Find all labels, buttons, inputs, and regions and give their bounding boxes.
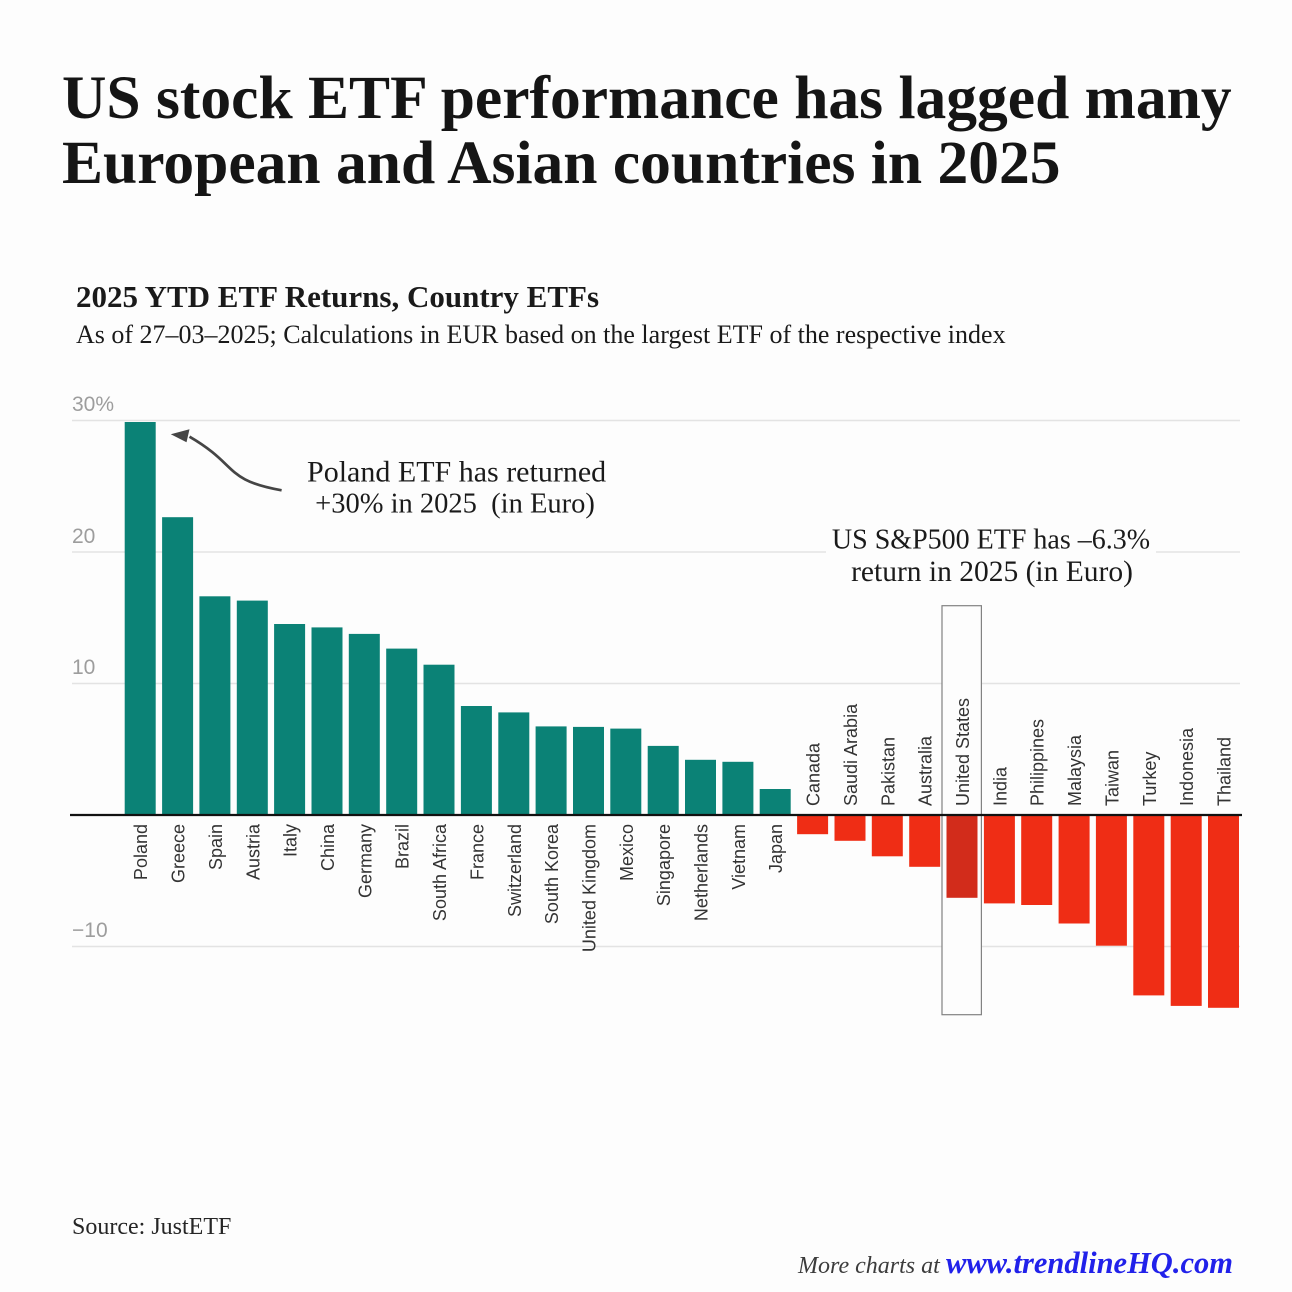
svg-text:United Kingdom: United Kingdom bbox=[580, 824, 600, 952]
svg-text:Poland: Poland bbox=[131, 824, 151, 880]
svg-text:India: India bbox=[990, 766, 1010, 806]
svg-text:Malaysia: Malaysia bbox=[1065, 734, 1085, 806]
svg-text:Austria: Austria bbox=[243, 823, 263, 880]
svg-text:Philippines: Philippines bbox=[1028, 719, 1048, 806]
svg-text:Australia: Australia bbox=[916, 735, 936, 806]
svg-text:Thailand: Thailand bbox=[1215, 737, 1235, 806]
svg-text:US S&P500 ETF has –6.3%: US S&P500 ETF has –6.3% bbox=[832, 524, 1150, 555]
svg-text:Germany: Germany bbox=[355, 824, 375, 898]
svg-text:South Korea: South Korea bbox=[542, 823, 562, 924]
svg-text:−10: −10 bbox=[72, 919, 108, 942]
svg-text:European and Asian countries i: European and Asian countries in 2025 bbox=[62, 129, 1060, 197]
svg-text:China: China bbox=[318, 823, 338, 871]
svg-text:www.trendlineHQ.com: www.trendlineHQ.com bbox=[946, 1246, 1233, 1280]
svg-text:More charts at: More charts at bbox=[797, 1253, 941, 1279]
svg-text:20: 20 bbox=[72, 525, 95, 548]
svg-text:South Africa: South Africa bbox=[430, 823, 450, 921]
svg-text:Mexico: Mexico bbox=[617, 824, 637, 881]
svg-text:return in 2025 (in Euro): return in 2025 (in Euro) bbox=[851, 556, 1133, 588]
svg-text:Pakistan: Pakistan bbox=[878, 737, 898, 806]
svg-text:Saudi Arabia: Saudi Arabia bbox=[841, 703, 861, 806]
svg-text:Poland ETF has returned: Poland ETF has returned bbox=[307, 456, 606, 489]
svg-text:Taiwan: Taiwan bbox=[1102, 750, 1122, 806]
svg-text:France: France bbox=[467, 824, 487, 880]
svg-text:Greece: Greece bbox=[169, 824, 189, 883]
svg-text:2025 YTD ETF Returns, Country: 2025 YTD ETF Returns, Country ETFs bbox=[76, 279, 599, 314]
svg-text:As of 27–03–2025; Calculations: As of 27–03–2025; Calculations in EUR ba… bbox=[76, 320, 1006, 349]
svg-text:Spain: Spain bbox=[206, 824, 226, 870]
svg-text:Singapore: Singapore bbox=[654, 824, 674, 906]
svg-text:Japan: Japan bbox=[766, 824, 786, 873]
svg-text:30%: 30% bbox=[72, 393, 114, 416]
svg-text:Turkey: Turkey bbox=[1140, 752, 1160, 806]
svg-text:Indonesia: Indonesia bbox=[1177, 727, 1197, 806]
svg-text:10: 10 bbox=[72, 656, 95, 679]
svg-text:Vietnam: Vietnam bbox=[729, 824, 749, 890]
svg-text:+30% in 2025 (in Euro): +30% in 2025 (in Euro) bbox=[315, 489, 595, 520]
svg-text:Switzerland: Switzerland bbox=[505, 824, 525, 917]
svg-text:Netherlands: Netherlands bbox=[692, 824, 712, 921]
svg-text:Source: JustETF: Source: JustETF bbox=[72, 1214, 231, 1240]
svg-text:Brazil: Brazil bbox=[393, 824, 413, 869]
svg-text:Canada: Canada bbox=[804, 742, 824, 806]
svg-text:US stock ETF performance has l: US stock ETF performance has lagged many bbox=[62, 64, 1232, 132]
svg-text:Italy: Italy bbox=[281, 824, 301, 857]
svg-text:United States: United States bbox=[953, 698, 973, 806]
